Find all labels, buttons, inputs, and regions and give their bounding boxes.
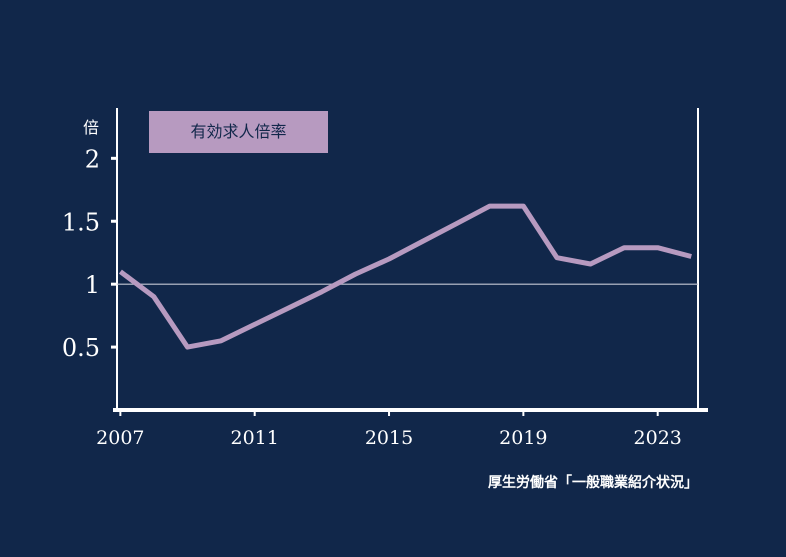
y-tick-label: 1.5 [62,208,100,236]
y-tick-label: 0.5 [62,334,100,362]
y-tick-label: 2 [85,145,100,173]
x-tick-label: 2011 [231,427,279,449]
series-group [118,203,692,350]
x-tick-label: 2015 [365,427,413,449]
y-tick-label: 1 [85,271,100,299]
legend-label: 有効求人倍率 [190,122,286,141]
source-note: 厚生労働省「一般職業紹介状況」 [488,475,698,491]
chart-axes [113,108,708,412]
x-tick-label: 2023 [634,427,682,449]
tick-group: 0.5 1 1.5 2 2007 2011 2015 2019 2023 [62,145,682,449]
y-axis-unit-label: 倍 [83,118,99,137]
x-tick-label: 2007 [96,427,144,449]
legend-box [149,111,328,153]
series-line [118,203,692,350]
legend: 有効求人倍率 [149,111,328,153]
x-tick-label: 2019 [499,427,547,449]
